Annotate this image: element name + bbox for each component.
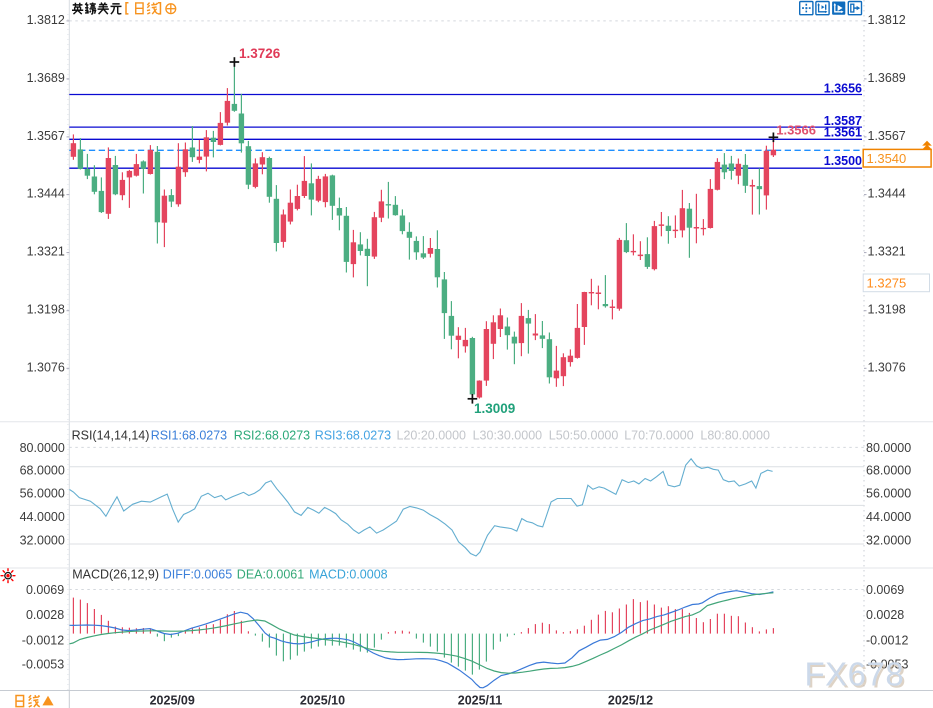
svg-text:1.3275: 1.3275 <box>867 276 907 291</box>
svg-text:2025/11: 2025/11 <box>458 693 503 707</box>
svg-text:44.0000: 44.0000 <box>866 510 911 524</box>
svg-text:68.0000: 68.0000 <box>20 464 65 478</box>
svg-text:1.3587: 1.3587 <box>824 114 862 128</box>
svg-text:1.3540: 1.3540 <box>867 151 907 166</box>
svg-text:MACD(26,12,9): MACD(26,12,9) <box>72 568 159 582</box>
svg-text:0.0028: 0.0028 <box>866 608 904 622</box>
svg-text:-0.0012: -0.0012 <box>866 634 908 648</box>
svg-text:1.3689: 1.3689 <box>27 71 65 85</box>
svg-text:2025/09: 2025/09 <box>150 693 195 707</box>
svg-text:1.3500: 1.3500 <box>824 154 862 168</box>
svg-text:1.3567: 1.3567 <box>27 129 65 143</box>
svg-text:1.3076: 1.3076 <box>868 360 906 374</box>
svg-text:1.3726: 1.3726 <box>239 46 281 61</box>
svg-text:1.3566: 1.3566 <box>776 123 816 138</box>
svg-text:1.3198: 1.3198 <box>27 303 65 317</box>
svg-text:1.3076: 1.3076 <box>27 360 65 374</box>
svg-text:L70:70.0000: L70:70.0000 <box>624 428 694 442</box>
svg-text:1.3321: 1.3321 <box>868 245 906 259</box>
svg-text:1.3567: 1.3567 <box>868 129 906 143</box>
svg-text:-0.0053: -0.0053 <box>22 658 64 672</box>
svg-text:0.0069: 0.0069 <box>866 583 904 597</box>
svg-text:32.0000: 32.0000 <box>866 533 911 547</box>
svg-text:2025/10: 2025/10 <box>300 693 345 707</box>
svg-text:L80:80.0000: L80:80.0000 <box>700 428 770 442</box>
svg-text:1.3689: 1.3689 <box>868 71 906 85</box>
svg-text:80.0000: 80.0000 <box>866 441 911 455</box>
svg-text:1.3444: 1.3444 <box>868 187 906 201</box>
svg-text:L50:50.0000: L50:50.0000 <box>549 428 619 442</box>
svg-text:80.0000: 80.0000 <box>20 441 65 455</box>
svg-text:RSI1:68.0273: RSI1:68.0273 <box>151 428 227 442</box>
svg-text:-0.0012: -0.0012 <box>22 634 64 648</box>
svg-text:32.0000: 32.0000 <box>20 533 65 547</box>
svg-text:0.0028: 0.0028 <box>26 608 64 622</box>
svg-text:56.0000: 56.0000 <box>20 487 65 501</box>
svg-text:-0.0053: -0.0053 <box>866 658 908 672</box>
svg-text:1.3812: 1.3812 <box>27 13 65 27</box>
svg-text:RSI(14,14,14): RSI(14,14,14) <box>72 428 150 442</box>
svg-text:DEA:0.0061: DEA:0.0061 <box>237 568 304 582</box>
svg-text:0.0069: 0.0069 <box>26 583 64 597</box>
svg-text:1.3656: 1.3656 <box>824 81 862 95</box>
svg-text:L30:30.0000: L30:30.0000 <box>473 428 543 442</box>
svg-text:L20:20.0000: L20:20.0000 <box>397 428 467 442</box>
svg-text:1.3561: 1.3561 <box>824 125 862 139</box>
svg-text:RSI2:68.0273: RSI2:68.0273 <box>234 428 310 442</box>
svg-text:FX678: FX678 <box>805 656 905 693</box>
svg-text:FX678: FX678 <box>807 658 907 695</box>
svg-text:68.0000: 68.0000 <box>866 464 911 478</box>
svg-text:1.3198: 1.3198 <box>868 303 906 317</box>
svg-text:1.3321: 1.3321 <box>27 245 65 259</box>
svg-text:1.3812: 1.3812 <box>868 13 906 27</box>
svg-text:1.3444: 1.3444 <box>27 187 65 201</box>
svg-text:RSI3:68.0273: RSI3:68.0273 <box>315 428 391 442</box>
svg-text:1.3009: 1.3009 <box>474 401 515 416</box>
svg-text:DIFF:0.0065: DIFF:0.0065 <box>163 568 233 582</box>
svg-text:44.0000: 44.0000 <box>20 510 65 524</box>
svg-text:56.0000: 56.0000 <box>866 487 911 501</box>
svg-text:2025/12: 2025/12 <box>608 693 653 707</box>
svg-text:MACD:0.0008: MACD:0.0008 <box>309 568 388 582</box>
